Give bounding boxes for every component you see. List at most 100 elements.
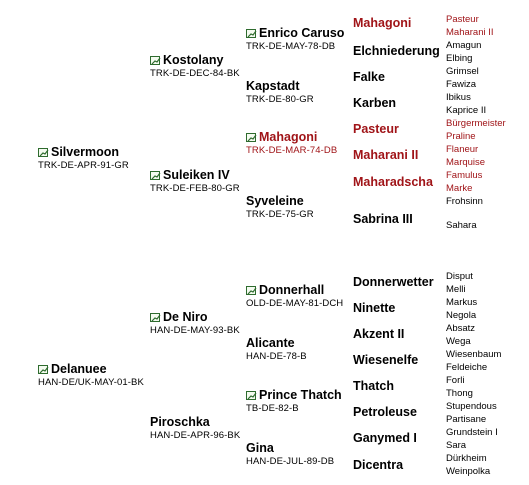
- horse-g5-10[interactable]: Praline: [446, 131, 476, 142]
- horse-g2-1[interactable]: Kostolany TRK-DE-DEC-84-BK: [150, 53, 240, 79]
- registration-code: HAN-DE-APR-96-BK: [150, 430, 241, 441]
- horse-g5-29[interactable]: Grundstein I: [446, 427, 498, 438]
- registration-code: TB-DE-82-B: [246, 403, 299, 414]
- horse-g4-8[interactable]: Sabrina III: [353, 212, 413, 226]
- horse-name[interactable]: Delanuee: [38, 362, 144, 376]
- horse-g5-18[interactable]: Melli: [446, 284, 466, 295]
- horse-name[interactable]: Mahagoni: [246, 130, 337, 144]
- horse-g5-21[interactable]: Absatz: [446, 323, 476, 334]
- horse-g5-27[interactable]: Stupendous: [446, 401, 497, 412]
- registration-code: HAN-DE-78-B: [246, 351, 307, 362]
- horse-name-text: Donnerhall: [259, 283, 325, 297]
- horse-g5-13[interactable]: Famulus: [446, 170, 483, 181]
- horse-g5-14[interactable]: Marke: [446, 183, 473, 194]
- horse-g4-15[interactable]: Ganymed I: [353, 431, 417, 445]
- horse-name[interactable]: Silvermoon: [38, 145, 129, 159]
- horse-name[interactable]: Suleiken IV: [150, 168, 240, 182]
- horse-name[interactable]: De Niro: [150, 310, 240, 324]
- horse-g5-20[interactable]: Negola: [446, 310, 477, 321]
- horse-g4-7[interactable]: Maharadscha: [353, 175, 433, 189]
- horse-sire-root[interactable]: Silvermoon TRK-DE-APR-91-GR: [38, 145, 129, 171]
- horse-g4-16[interactable]: Dicentra: [353, 458, 404, 472]
- horse-name[interactable]: Syveleine: [246, 194, 314, 208]
- horse-g5-12[interactable]: Marquise: [446, 157, 486, 168]
- chart-icon[interactable]: [150, 170, 161, 180]
- horse-g4-12[interactable]: Wiesenelfe: [353, 353, 419, 367]
- horse-name[interactable]: Kapstadt: [246, 79, 314, 93]
- horse-name[interactable]: Kostolany: [150, 53, 240, 67]
- horse-g3-1[interactable]: Enrico Caruso TRK-DE-MAY-78-DB: [246, 26, 344, 52]
- horse-name[interactable]: Gina: [246, 441, 334, 455]
- horse-name-text: Prince Thatch: [259, 388, 342, 402]
- horse-g5-4[interactable]: Elbing: [446, 53, 473, 64]
- horse-g5-17[interactable]: Disput: [446, 271, 473, 282]
- horse-g5-25[interactable]: Forli: [446, 375, 465, 386]
- horse-g4-11[interactable]: Akzent II: [353, 327, 405, 341]
- horse-g4-2[interactable]: Elchniederung: [353, 44, 440, 58]
- horse-g2-3[interactable]: De Niro HAN-DE-MAY-93-BK: [150, 310, 240, 336]
- registration-code: TRK-DE-APR-91-GR: [38, 160, 129, 171]
- chart-icon[interactable]: [246, 28, 257, 38]
- horse-g5-15[interactable]: Frohsinn: [446, 196, 483, 207]
- chart-icon[interactable]: [150, 312, 161, 322]
- horse-g3-2[interactable]: Kapstadt TRK-DE-80-GR: [246, 79, 314, 105]
- horse-g4-5[interactable]: Pasteur: [353, 122, 399, 136]
- horse-name[interactable]: Alicante: [246, 336, 307, 350]
- horse-g3-4[interactable]: Syveleine TRK-DE-75-GR: [246, 194, 314, 220]
- horse-g5-19[interactable]: Markus: [446, 297, 478, 308]
- horse-g5-5[interactable]: Grimsel: [446, 66, 479, 77]
- horse-name-text: Kostolany: [163, 53, 224, 67]
- horse-name-text: Mahagoni: [259, 130, 318, 144]
- chart-icon[interactable]: [246, 285, 257, 295]
- chart-icon[interactable]: [150, 55, 161, 65]
- horse-g4-9[interactable]: Donnerwetter: [353, 275, 434, 289]
- horse-g4-13[interactable]: Thatch: [353, 379, 394, 393]
- horse-g5-32[interactable]: Weinpolka: [446, 466, 491, 477]
- horse-name[interactable]: Prince Thatch: [246, 388, 342, 402]
- horse-g5-24[interactable]: Feldeiche: [446, 362, 488, 373]
- registration-code: HAN-DE-MAY-93-BK: [150, 325, 240, 336]
- horse-g5-1[interactable]: Pasteur: [446, 14, 479, 25]
- registration-code: TRK-DE-75-GR: [246, 209, 314, 220]
- horse-g2-2[interactable]: Suleiken IV TRK-DE-FEB-80-GR: [150, 168, 240, 194]
- horse-g5-11[interactable]: Flaneur: [446, 144, 479, 155]
- chart-icon[interactable]: [38, 364, 49, 374]
- horse-g5-26[interactable]: Thong: [446, 388, 473, 399]
- horse-g5-8[interactable]: Kaprice II: [446, 105, 487, 116]
- horse-g5-30[interactable]: Sara: [446, 440, 467, 451]
- horse-g4-6[interactable]: Maharani II: [353, 148, 419, 162]
- horse-g4-10[interactable]: Ninette: [353, 301, 396, 315]
- chart-icon[interactable]: [246, 390, 257, 400]
- horse-name-text: Suleiken IV: [163, 168, 230, 182]
- horse-g3-5[interactable]: Donnerhall OLD-DE-MAY-81-DCH: [246, 283, 343, 309]
- registration-code: TRK-DE-80-GR: [246, 94, 314, 105]
- horse-name-text: Silvermoon: [51, 145, 120, 159]
- horse-g5-31[interactable]: Dürkheim: [446, 453, 487, 464]
- horse-g5-22[interactable]: Wega: [446, 336, 471, 347]
- horse-g4-3[interactable]: Falke: [353, 70, 385, 84]
- horse-g3-8[interactable]: Gina HAN-DE-JUL-89-DB: [246, 441, 334, 467]
- registration-code: HAN-DE/UK-MAY-01-BK: [38, 377, 144, 388]
- horse-g5-7[interactable]: Ibikus: [446, 92, 471, 103]
- horse-name[interactable]: Piroschka: [150, 415, 240, 429]
- horse-g3-6[interactable]: Alicante HAN-DE-78-B: [246, 336, 307, 362]
- horse-g4-4[interactable]: Karben: [353, 96, 397, 110]
- horse-g5-28[interactable]: Partisane: [446, 414, 487, 425]
- horse-g5-23[interactable]: Wiesenbaum: [446, 349, 502, 360]
- chart-icon[interactable]: [246, 132, 257, 142]
- horse-g5-9[interactable]: Bürgermeister: [446, 118, 506, 129]
- horse-g2-4[interactable]: Piroschka HAN-DE-APR-96-BK: [150, 415, 240, 441]
- horse-g3-7[interactable]: Prince Thatch TB-DE-82-B: [246, 388, 342, 414]
- horse-name[interactable]: Donnerhall: [246, 283, 343, 297]
- horse-g4-1[interactable]: Mahagoni: [353, 16, 412, 30]
- chart-icon[interactable]: [38, 147, 49, 157]
- horse-dam-root[interactable]: Delanuee HAN-DE/UK-MAY-01-BK: [38, 362, 144, 388]
- horse-g5-3[interactable]: Amagun: [446, 40, 482, 51]
- horse-g4-14[interactable]: Petroleuse: [353, 405, 417, 419]
- horse-g3-3[interactable]: Mahagoni TRK-DE-MAR-74-DB: [246, 130, 337, 156]
- registration-code: TRK-DE-FEB-80-GR: [150, 183, 240, 194]
- horse-name[interactable]: Enrico Caruso: [246, 26, 344, 40]
- horse-g5-6[interactable]: Fawiza: [446, 79, 477, 90]
- horse-g5-16[interactable]: Sahara: [446, 220, 477, 231]
- horse-g5-2[interactable]: Maharani II: [446, 27, 494, 38]
